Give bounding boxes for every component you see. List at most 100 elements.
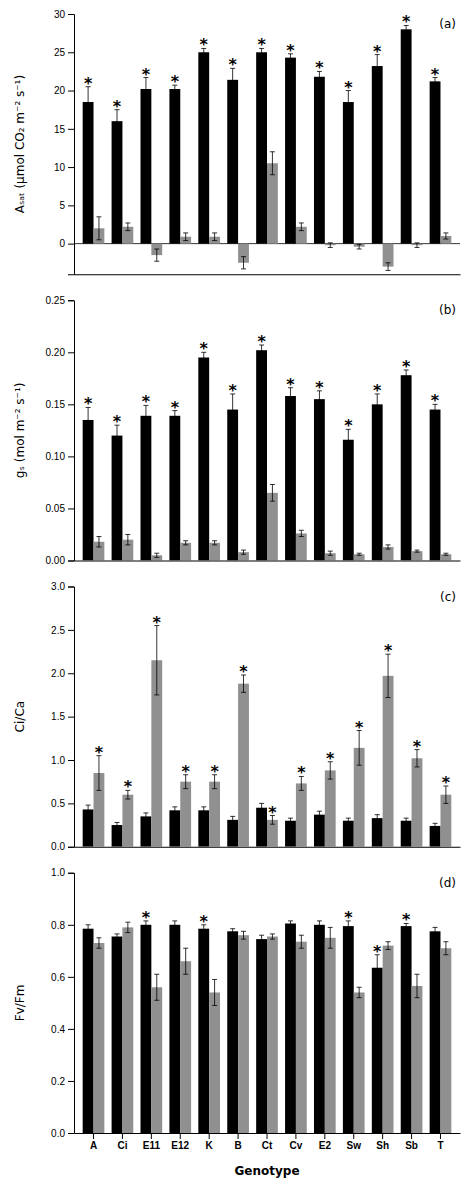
error-bar <box>230 816 235 823</box>
bar <box>267 163 278 243</box>
error-bar-stem <box>359 244 360 249</box>
bar <box>267 937 278 1133</box>
y-tick: 0.20 <box>46 347 74 358</box>
bar <box>83 102 94 244</box>
error-bar <box>346 818 351 823</box>
error-bar-stem <box>261 935 262 943</box>
error-bar-cap <box>299 935 304 936</box>
error-bar-stem <box>185 948 186 974</box>
error-bar-cap <box>270 484 275 485</box>
x-tick-mark <box>353 1133 354 1139</box>
bar <box>430 826 441 847</box>
error-bar-cap <box>288 920 293 921</box>
error-bar <box>288 921 293 926</box>
error-bar-cap <box>386 544 391 545</box>
error-bar-cap <box>357 765 362 766</box>
x-tick-label: Sh <box>376 1140 389 1151</box>
error-bar-stem <box>330 551 331 555</box>
bar <box>430 410 441 561</box>
x-tick: K <box>206 1133 214 1151</box>
significance-star: * <box>142 908 151 927</box>
x-tick-mark <box>411 1133 412 1139</box>
significance-star: * <box>171 398 180 417</box>
error-bar-cap <box>96 536 101 537</box>
error-bar-cap <box>375 821 380 822</box>
bar <box>122 795 133 847</box>
y-tick-mark <box>68 630 74 631</box>
significance-star: * <box>413 737 422 756</box>
y-tick-mark <box>68 300 74 301</box>
y-tick: 0 <box>59 238 74 249</box>
error-bar-cap <box>443 941 448 942</box>
error-bar-stem <box>348 818 349 823</box>
error-bar <box>154 626 159 695</box>
error-bar-cap <box>346 113 351 114</box>
error-bar-cap <box>201 813 206 814</box>
bar <box>227 820 238 847</box>
error-bar <box>299 530 304 536</box>
error-bar-cap <box>154 553 159 554</box>
error-bar-cap <box>154 974 159 975</box>
error-bar <box>299 223 304 231</box>
significance-star: * <box>239 662 248 681</box>
y-tick-label: 0.00 <box>46 555 66 566</box>
error-bar-cap <box>125 922 130 923</box>
x-axis-title: Genotype <box>234 1164 299 1178</box>
y-tick-mark <box>68 129 74 130</box>
error-bar-cap <box>328 551 333 552</box>
error-bar <box>154 249 159 261</box>
error-bar-cap <box>299 530 304 531</box>
error-bar-cap <box>259 56 264 57</box>
significance-star: * <box>373 42 382 61</box>
error-bar-cap <box>115 827 120 828</box>
bar <box>401 29 412 243</box>
y-tick: 1.0 <box>51 867 74 878</box>
error-bar <box>386 545 391 549</box>
significance-star: * <box>344 416 353 435</box>
error-bar-cap <box>154 248 159 249</box>
bar <box>256 350 267 560</box>
error-bar-stem <box>377 815 378 822</box>
error-bar <box>414 243 419 248</box>
significance-star: * <box>84 394 93 413</box>
y-axis-line <box>68 15 75 275</box>
y-axis-title: Fv/Fm <box>13 985 27 1022</box>
error-bar <box>115 822 120 827</box>
significance-star: * <box>113 97 122 116</box>
error-bar-cap <box>270 501 275 502</box>
error-bar-cap <box>414 766 419 767</box>
error-bar-cap <box>299 790 304 791</box>
bar <box>383 547 394 561</box>
error-bar <box>414 550 419 552</box>
error-bar <box>172 807 177 814</box>
bar <box>238 935 249 1133</box>
y-tick-mark <box>68 873 74 874</box>
significance-star: * <box>228 381 237 400</box>
y-tick-mark <box>68 14 74 15</box>
error-bar-stem <box>406 818 407 823</box>
significance-star: * <box>344 78 353 97</box>
error-bar-cap <box>154 557 159 558</box>
error-bar-cap <box>328 948 333 949</box>
error-bar-cap <box>346 818 351 819</box>
error-bar-cap <box>241 939 246 940</box>
bar <box>372 404 383 560</box>
x-tick-mark <box>209 1133 210 1139</box>
bar <box>440 948 451 1133</box>
error-bar-cap <box>183 232 188 233</box>
error-bar <box>143 813 148 820</box>
bar <box>440 554 451 560</box>
error-bar <box>241 931 246 939</box>
bar <box>112 937 123 1133</box>
significance-marks: ***** <box>142 908 411 961</box>
bar <box>296 783 307 846</box>
y-tick-label: 0.0 <box>51 1128 65 1139</box>
error-bar-cap <box>183 540 188 541</box>
error-bar-cap <box>386 697 391 698</box>
error-bar-stem <box>243 550 244 554</box>
x-axis <box>75 560 461 562</box>
y-axis-title: Ci/Ca <box>13 701 27 733</box>
significance-star: * <box>124 777 133 796</box>
error-bar <box>357 987 362 997</box>
error-bar-cap <box>317 811 322 812</box>
